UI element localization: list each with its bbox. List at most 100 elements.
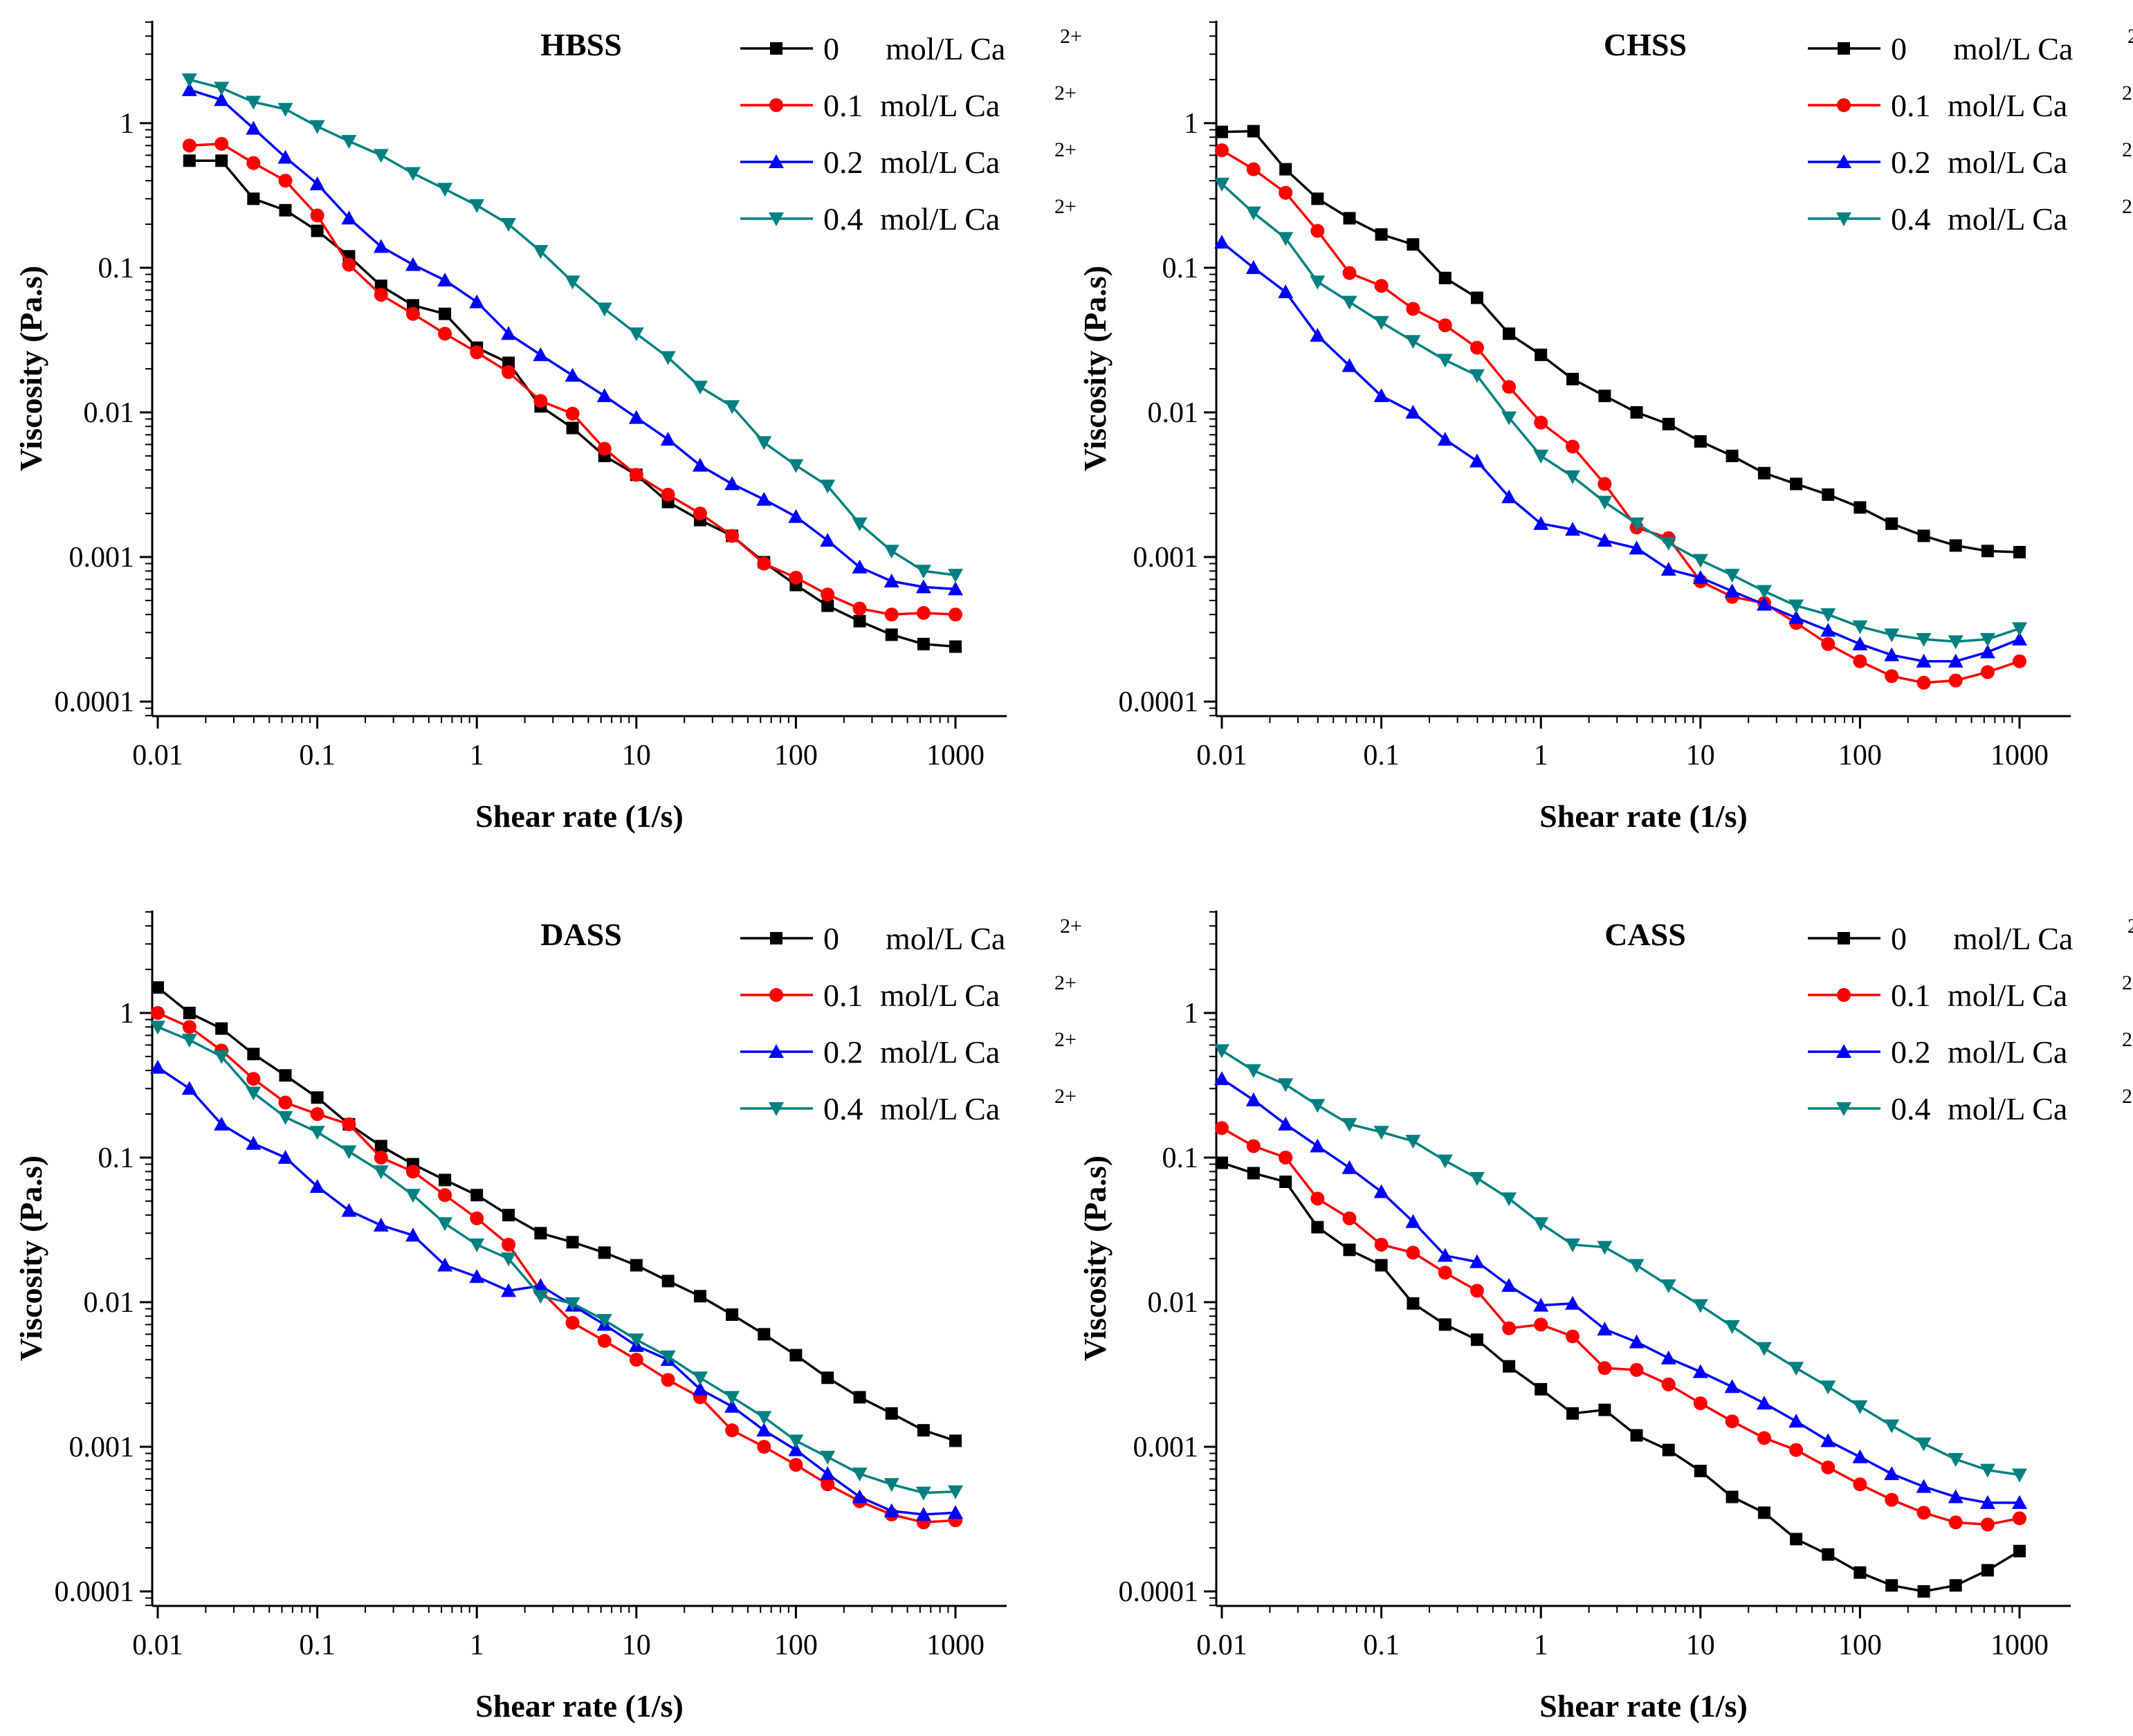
y-tick-label: 1 [1184,998,1198,1030]
y-tick-label: 0.1 [98,253,135,284]
data-point [150,1059,165,1074]
data-point [469,1269,485,1283]
data-point [1980,1517,1995,1532]
data-point [501,1283,517,1297]
series-0.2 [150,1059,963,1521]
data-point [1565,1295,1581,1310]
data-point [1821,637,1836,651]
legend-value: 0 [823,31,839,66]
data-point [1852,620,1868,634]
data-point [756,1423,772,1437]
data-point [1884,1419,1900,1434]
data-point [630,1259,643,1272]
y-tick-label: 0.01 [1148,1287,1199,1319]
data-point [1343,1243,1356,1257]
data-point [692,1381,708,1396]
y-tick-label: 0.001 [69,1432,135,1463]
y-tick-label: 0.1 [1162,1142,1199,1174]
legend-unit: mol/L Ca [880,201,1000,237]
chart-panel-hbss: 0.01 0.1 1 10 100 1000 1 0.1 0.01 0.001 0.0001 Shea… [13,21,1082,834]
legend-unit: mol/L Ca [880,1091,1000,1126]
data-point [1405,1214,1421,1228]
data-point [596,1314,612,1328]
legend-superscript: 2+ [1054,195,1077,218]
series-0.2 [181,82,963,596]
data-point [1566,1407,1580,1420]
data-point [1756,1396,1772,1410]
data-point [628,1333,644,1348]
chart-panel-dass: 0.01 0.1 1 10 100 1000 1 0.1 0.01 0.001 0.0001 Shea… [13,911,1082,1724]
legend: 0 mol/L Ca 2+ 0.1 mol/L Ca 2+ 0.2 mol/L Ca 2+ 0.4… [1808,915,2133,1126]
data-point [2012,631,2027,646]
data-point [917,637,930,650]
legend-unit: mol/L Ca [1948,1091,2067,1126]
data-point [1533,1217,1549,1232]
data-point [215,154,228,167]
legend: 0 mol/L Ca 2+ 0.1 mol/L Ca 2+ 0.2 mol/L Ca 2+ 0.4… [740,915,1082,1126]
data-point [756,1411,772,1425]
data-point [1437,432,1453,446]
data-point [948,1485,963,1499]
series-0.1 [182,136,962,622]
data-point [1373,1184,1389,1198]
data-point [533,394,548,408]
chart-title: CASS [1604,917,1686,952]
data-point [278,1095,293,1110]
data-point [692,381,708,395]
data-point [1469,369,1485,383]
data-point [1342,295,1357,310]
data-point [1852,636,1868,650]
data-point [1822,488,1835,501]
data-point [1245,260,1261,274]
legend-superscript: 2+ [2122,1028,2133,1051]
data-point [1756,596,1772,611]
data-point [757,556,771,571]
data-point [1533,449,1549,464]
data-point [1694,435,1707,448]
data-point [1885,517,1898,530]
data-point [1598,1403,1611,1416]
series-0 [1216,1156,2026,1598]
data-point [1948,1489,1963,1504]
data-point [1216,125,1228,138]
data-point [310,1107,324,1122]
data-point [1662,1443,1675,1456]
data-point [661,1274,675,1288]
y-tick-label: 0.01 [84,1287,135,1319]
data-point [596,302,612,317]
data-point [1598,1361,1612,1376]
data-point [1310,223,1325,238]
data-point [2013,1544,2026,1557]
data-point [1884,647,1900,661]
legend-unit: mol/L Ca [1948,1034,2067,1070]
data-point [2013,1511,2026,1526]
data-point [1470,340,1484,355]
data-point [1470,1333,1483,1346]
legend-marker [769,212,784,226]
data-point [885,1407,898,1420]
data-point [628,410,644,424]
data-point [1820,608,1836,623]
data-point [1598,477,1612,491]
data-point [725,529,740,543]
data-point [439,307,452,320]
data-point [438,327,452,341]
data-point [310,208,324,223]
data-point [214,82,230,96]
data-point [565,367,580,382]
data-point [1788,599,1804,614]
data-point [884,1478,899,1492]
data-point [2012,1495,2027,1509]
chart-title: CHSS [1604,27,1687,62]
series-line [1221,1077,2020,1504]
x-tick-label: 0.01 [1196,1629,1247,1661]
data-point [279,1069,292,1082]
data-point [1565,522,1581,536]
data-point [1438,271,1452,284]
data-point [405,257,421,271]
x-tick-label: 0.1 [299,740,336,771]
data-point [1502,1321,1517,1335]
y-tick-label: 0.0001 [55,1576,135,1608]
data-point [1279,163,1292,176]
